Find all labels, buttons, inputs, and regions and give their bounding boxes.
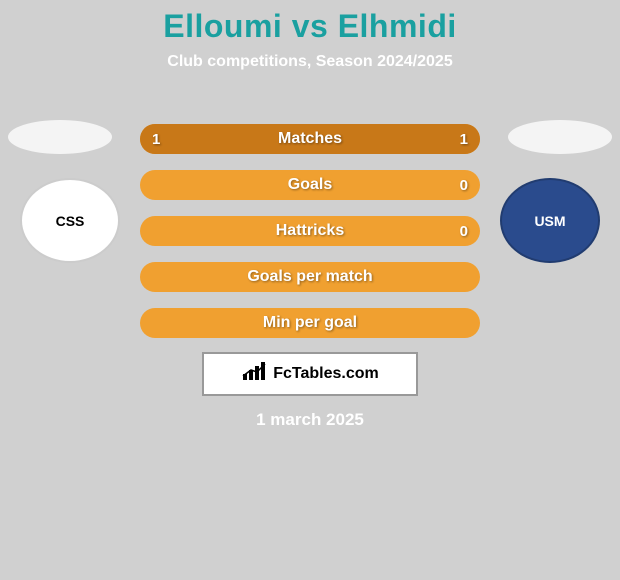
bar-label: Hattricks [140, 216, 480, 246]
bar-value-right: 0 [460, 216, 468, 246]
bar-label: Goals per match [140, 262, 480, 292]
brand-text: FcTables.com [273, 365, 379, 383]
bar-value-right: 0 [460, 170, 468, 200]
club-badge-right: USM [500, 178, 600, 263]
player-left-marker [8, 120, 112, 154]
stat-bar: Goals per match [140, 262, 480, 292]
stats-comparison-card: Elloumi vs Elhmidi Club competitions, Se… [0, 0, 620, 580]
stat-bar: Goals0 [140, 170, 480, 200]
club-abbr-left: CSS [56, 213, 85, 229]
player-right-marker [508, 120, 612, 154]
bar-fill-right [310, 124, 480, 154]
stat-bar: Min per goal [140, 308, 480, 338]
chart-icon [241, 362, 269, 387]
bar-label: Min per goal [140, 308, 480, 338]
brand-box[interactable]: FcTables.com [202, 352, 418, 396]
page-subtitle: Club competitions, Season 2024/2025 [0, 53, 620, 71]
stat-bar: Hattricks0 [140, 216, 480, 246]
stats-bars: Matches11Goals0Hattricks0Goals per match… [140, 124, 480, 354]
club-abbr-right: USM [534, 213, 565, 229]
club-badge-left: CSS [20, 178, 120, 263]
page-title: Elloumi vs Elhmidi [0, 0, 620, 45]
bar-label: Goals [140, 170, 480, 200]
footer-date: 1 march 2025 [0, 410, 620, 430]
bar-fill-left [140, 124, 310, 154]
stat-bar: Matches11 [140, 124, 480, 154]
